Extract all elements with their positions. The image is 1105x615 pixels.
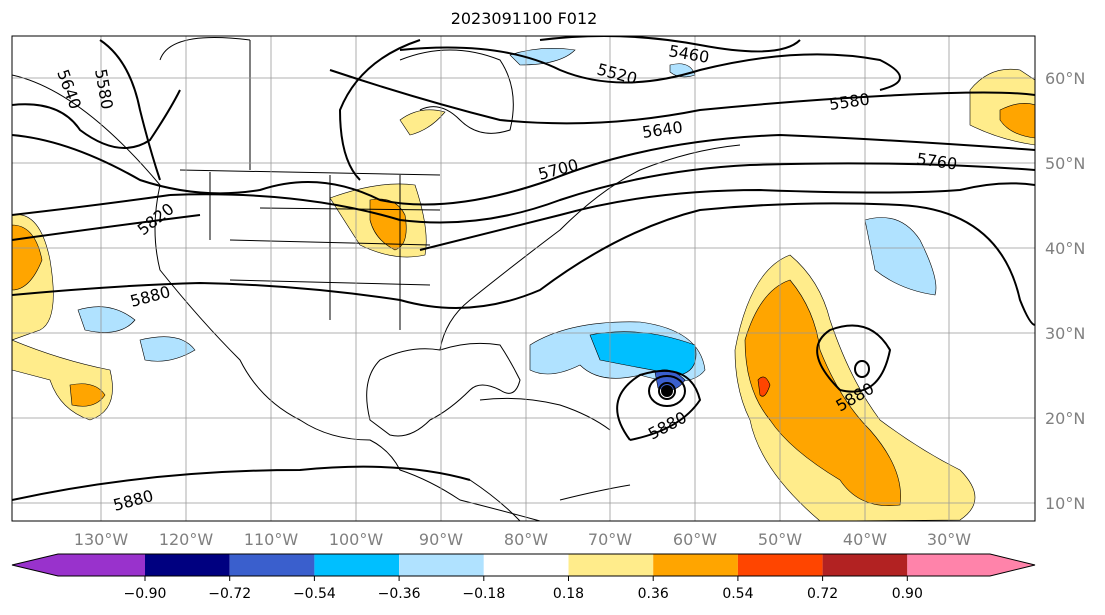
colorbar-segment — [822, 554, 908, 576]
colorbar-tick-label: 0.90 — [892, 586, 923, 602]
lon-label: 70°W — [588, 530, 632, 549]
colorbar-segment — [399, 554, 484, 576]
colorbar-segment — [483, 554, 569, 576]
lon-label: 130°W — [74, 530, 129, 549]
colorbar-segment — [229, 554, 315, 576]
colorbar-segment — [737, 554, 823, 576]
colorbar: −0.90 −0.72 −0.54 −0.36 −0.18 0.18 0.36 0.54 0.7… — [11, 553, 1036, 602]
lon-label: 60°W — [673, 530, 717, 549]
colorbar-tick-label: −0.18 — [462, 586, 505, 602]
lon-label: 30°W — [927, 530, 971, 549]
colorbar-segment — [568, 554, 654, 576]
map-frame — [11, 35, 1036, 522]
map-area: 5460 5520 5580 5640 5700 5760 5820 5880 … — [12, 36, 1035, 521]
lat-label: 50°N — [1045, 154, 1085, 173]
colorbar-extend-high — [990, 554, 1035, 576]
lat-label: 60°N — [1045, 69, 1085, 88]
longitude-labels: 130°W 120°W 110°W 100°W 90°W 80°W 70°W 6… — [74, 530, 971, 549]
colorbar-tick-label: −0.54 — [293, 586, 336, 602]
latitude-labels: 60°N 50°N 40°N 30°N 20°N 10°N — [1045, 69, 1085, 513]
lon-label: 50°W — [758, 530, 802, 549]
colorbar-tick-label: 0.18 — [553, 586, 584, 602]
lon-label: 120°W — [159, 530, 214, 549]
colorbar-segment — [314, 554, 400, 576]
map-title: 2023091100 F012 — [450, 9, 598, 28]
colorbar-segment — [907, 554, 990, 576]
colorbar-outline — [11, 553, 1036, 577]
lat-label: 10°N — [1045, 494, 1085, 513]
lat-label: 30°N — [1045, 324, 1085, 343]
height-contours — [12, 36, 1035, 501]
lat-label: 20°N — [1045, 409, 1085, 428]
colorbar-tick-label: 0.54 — [722, 586, 753, 602]
colorbar-tick-label: −0.90 — [124, 586, 167, 602]
lat-label: 40°N — [1045, 239, 1085, 258]
cyclone-center — [661, 385, 673, 397]
colorbar-segment — [653, 554, 738, 576]
colorbar-tick-label: −0.36 — [378, 586, 421, 602]
lon-label: 40°W — [843, 530, 887, 549]
lon-label: 110°W — [244, 530, 299, 549]
colorbar-tick-label: 0.36 — [638, 586, 669, 602]
anomaly-shading — [12, 48, 1035, 521]
colorbar-segment — [145, 554, 230, 576]
colorbar-tick-label: −0.72 — [208, 586, 251, 602]
lon-label: 90°W — [419, 530, 463, 549]
lon-label: 100°W — [329, 530, 384, 549]
colorbar-tick-label: 0.72 — [807, 586, 838, 602]
colorbar-segment — [58, 554, 145, 576]
colorbar-extend-low — [12, 554, 71, 576]
lon-label: 80°W — [504, 530, 548, 549]
